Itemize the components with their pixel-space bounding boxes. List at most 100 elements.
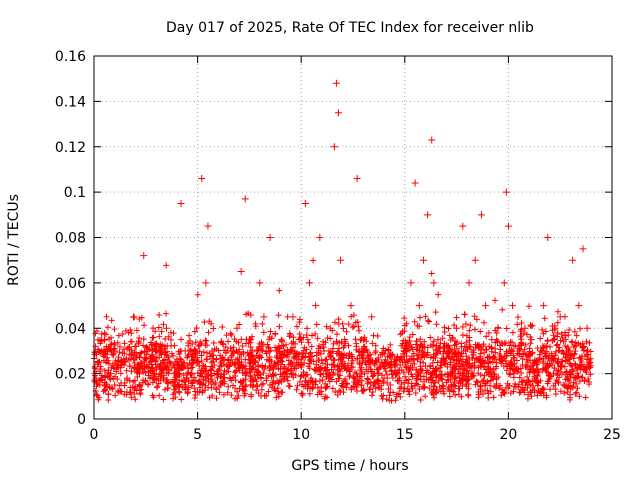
- cloud-point: [378, 360, 385, 367]
- cloud-point: [449, 335, 456, 342]
- cloud-point: [453, 314, 460, 321]
- cloud-point: [198, 352, 205, 359]
- cloud-point: [326, 350, 333, 357]
- cloud-point: [162, 335, 169, 342]
- cloud-point: [375, 384, 382, 391]
- cloud-point: [341, 363, 348, 370]
- cloud-point: [360, 349, 367, 356]
- cloud-point: [335, 345, 342, 352]
- cloud-point: [385, 346, 392, 353]
- cloud-point: [450, 356, 457, 363]
- cloud-point: [329, 345, 336, 352]
- cloud-point: [256, 355, 263, 362]
- data-point: [208, 347, 216, 355]
- cloud-point: [260, 329, 267, 336]
- cloud-point: [455, 365, 462, 372]
- cloud-point: [246, 351, 253, 358]
- cloud-point: [463, 339, 470, 346]
- cloud-point: [537, 377, 544, 384]
- cloud-point: [458, 343, 465, 350]
- cloud-point: [367, 379, 374, 386]
- cloud-point: [204, 356, 211, 363]
- data-point: [227, 358, 235, 366]
- cloud-point: [547, 343, 554, 350]
- cloud-point: [557, 337, 564, 344]
- cloud-point: [586, 339, 593, 346]
- cloud-point: [146, 368, 153, 375]
- cloud-point: [560, 338, 567, 345]
- cloud-point: [516, 374, 523, 381]
- cloud-point: [495, 385, 502, 392]
- cloud-point: [121, 391, 128, 398]
- cloud-point: [396, 377, 403, 384]
- data-point: [465, 279, 473, 287]
- cloud-point: [477, 328, 484, 335]
- cloud-point: [193, 324, 200, 331]
- cloud-point: [137, 350, 144, 357]
- cloud-point: [227, 375, 234, 382]
- cloud-point: [382, 347, 389, 354]
- cloud-point: [149, 392, 156, 399]
- cloud-point: [252, 366, 259, 373]
- cloud-point: [225, 368, 232, 375]
- cloud-point: [205, 329, 212, 336]
- cloud-point: [247, 357, 254, 364]
- cloud-point: [388, 367, 395, 374]
- data-point: [428, 136, 436, 144]
- cloud-point: [388, 368, 395, 375]
- cloud-point: [260, 369, 267, 376]
- cloud-point: [484, 354, 491, 361]
- cloud-point: [100, 346, 107, 353]
- cloud-point: [209, 392, 216, 399]
- cloud-point: [401, 322, 408, 329]
- cloud-point: [164, 385, 171, 392]
- cloud-point: [528, 393, 535, 400]
- cloud-point: [435, 377, 442, 384]
- cloud-point: [163, 352, 170, 359]
- cloud-point: [305, 363, 312, 370]
- cloud-point: [139, 379, 146, 386]
- cloud-point: [286, 383, 293, 390]
- cloud-point: [135, 340, 142, 347]
- data-point: [266, 234, 274, 241]
- cloud-point: [342, 376, 349, 383]
- data-point: [283, 370, 291, 378]
- cloud-point: [263, 392, 270, 399]
- cloud-point: [271, 386, 278, 393]
- cloud-point: [541, 315, 548, 322]
- cloud-point: [507, 365, 514, 372]
- cloud-point: [134, 363, 141, 370]
- data-point: [252, 358, 260, 366]
- cloud-point: [471, 326, 478, 333]
- cloud-point: [219, 379, 226, 386]
- cloud-point: [401, 373, 408, 380]
- cloud-point: [361, 334, 368, 341]
- cloud-point: [105, 396, 112, 403]
- cloud-point: [463, 361, 470, 368]
- data-point: [434, 336, 442, 344]
- cloud-point: [208, 359, 215, 366]
- cloud-point: [556, 344, 563, 351]
- cloud-point: [563, 368, 570, 375]
- cloud-point: [141, 322, 148, 329]
- cloud-point: [288, 371, 295, 378]
- cloud-point: [491, 354, 498, 361]
- cloud-point: [340, 325, 347, 332]
- cloud-point: [234, 388, 241, 395]
- cloud-point: [309, 384, 316, 391]
- cloud-point: [333, 338, 340, 345]
- cloud-point: [555, 356, 562, 363]
- cloud-point: [319, 376, 326, 383]
- cloud-point: [518, 370, 525, 377]
- data-point: [419, 256, 427, 264]
- cloud-point: [128, 394, 135, 401]
- cloud-point: [203, 342, 210, 349]
- data-point: [221, 374, 229, 382]
- cloud-point: [115, 354, 122, 361]
- cloud-point: [527, 322, 534, 329]
- x-tick-label: 15: [396, 427, 414, 443]
- cloud-point: [202, 337, 209, 344]
- cloud-point: [165, 333, 172, 340]
- data-point: [347, 302, 355, 310]
- cloud-point: [555, 347, 562, 354]
